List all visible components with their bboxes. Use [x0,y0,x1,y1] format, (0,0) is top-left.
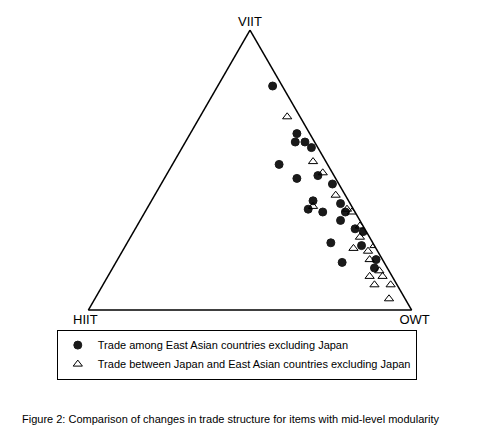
svg-text:Trade between Japan and East A: Trade between Japan and East Asian count… [98,358,411,370]
svg-text:VIIT: VIIT [238,14,262,29]
svg-text:Figure 2: Comparison of change: Figure 2: Comparison of changes in trade… [22,413,439,425]
svg-text:HIIT: HIIT [73,312,98,327]
svg-text:OWT: OWT [399,312,429,327]
svg-text:Trade among East Asian countri: Trade among East Asian countries excludi… [98,339,348,351]
